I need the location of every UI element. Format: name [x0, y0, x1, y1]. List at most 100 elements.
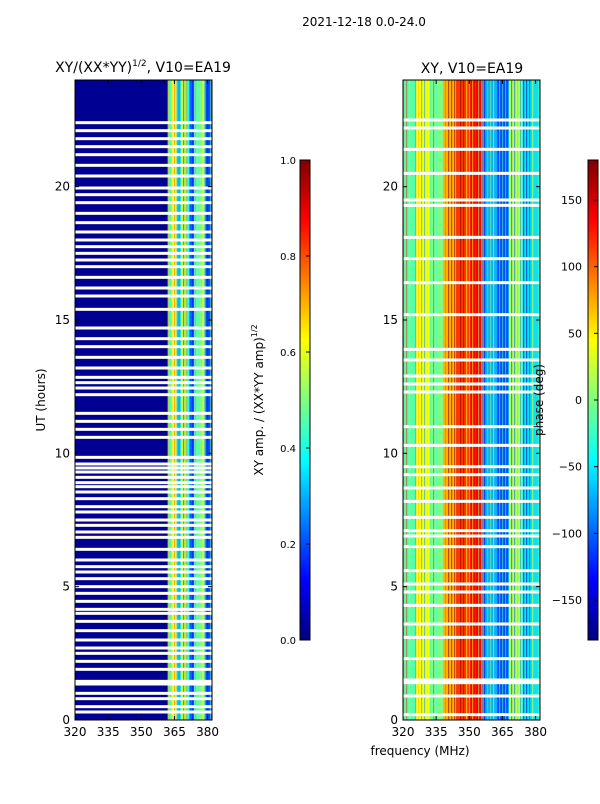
x-tick-label: 365: [163, 725, 186, 739]
texture-streak: [439, 80, 441, 720]
flagged-row: [403, 515, 540, 519]
texture-streak: [526, 80, 528, 720]
phase-axis-ticks: 320 335 350 365 380 0 5 10 15 20: [383, 80, 547, 739]
texture-streak: [111, 80, 113, 720]
phase-colorbar: −150 −100 −50 0 50 100 150 phase (deg): [532, 159, 599, 641]
flagged-row: [403, 203, 540, 207]
flagged-row: [75, 651, 212, 655]
flagged-row: [75, 510, 212, 514]
flagged-row: [75, 547, 212, 551]
y-tick-label: 15: [383, 313, 398, 327]
texture-streak: [412, 80, 414, 720]
texture-streak: [198, 80, 200, 720]
flagged-row: [75, 638, 212, 642]
texture-streak: [403, 80, 405, 720]
band-3: [176, 80, 182, 720]
flagged-row: [75, 485, 212, 489]
flagged-row: [75, 411, 212, 415]
colorbar-tick-label: 0.2: [280, 540, 296, 551]
texture-streak: [532, 80, 534, 720]
flagged-row: [75, 591, 212, 595]
flagged-row: [403, 582, 540, 586]
texture-streak: [490, 80, 492, 720]
texture-streak: [445, 80, 447, 720]
texture-streak: [150, 80, 152, 720]
texture-streak: [165, 80, 167, 720]
band-5: [185, 80, 190, 720]
texture-streak: [448, 80, 450, 720]
band-7: [194, 80, 201, 720]
colorbar-tick-label: 0: [575, 394, 582, 407]
texture-streak: [487, 80, 489, 720]
axes-frame: [74, 79, 213, 721]
flagged-row: [403, 529, 540, 533]
y-tick-label: 0: [62, 713, 70, 727]
flagged-row: [75, 470, 212, 474]
amplitude-colorbar-gradient: [299, 159, 311, 641]
flagged-row: [75, 238, 212, 242]
x-tick-label: 380: [196, 725, 219, 739]
texture-streak: [132, 80, 134, 720]
y-tick-label: 20: [383, 180, 398, 194]
texture-streak: [207, 80, 209, 720]
texture-streak: [469, 80, 471, 720]
flagged-row: [75, 585, 212, 589]
flagged-row: [403, 118, 540, 122]
flagged-row: [75, 481, 212, 485]
texture-streak: [472, 80, 474, 720]
texture-streak: [210, 80, 212, 720]
flagged-row: [403, 713, 540, 717]
flagged-row: [75, 163, 212, 167]
texture-streak: [186, 80, 188, 720]
flagged-row: [75, 337, 212, 341]
flagged-row: [403, 499, 540, 503]
texture-streak: [201, 80, 203, 720]
colorbar-tick-label: 50: [568, 327, 582, 340]
flagged-row: [75, 193, 212, 197]
texture-streak: [204, 80, 206, 720]
flagged-row: [75, 535, 212, 539]
colorbar-tick-label: −50: [559, 461, 582, 474]
flagged-row: [75, 462, 212, 466]
texture-streak: [505, 80, 507, 720]
texture-streak: [189, 80, 191, 720]
x-tick-label: 380: [524, 725, 547, 739]
flagged-row: [403, 635, 540, 639]
colorbar-tick-label: 0.0: [280, 636, 296, 647]
y-tick-label: 10: [383, 446, 398, 460]
texture-streak: [460, 80, 462, 720]
flagged-row: [75, 682, 212, 686]
flagged-row: [75, 251, 212, 255]
flagged-row: [75, 345, 212, 349]
texture-streak: [409, 80, 411, 720]
texture-streak: [475, 80, 477, 720]
flagged-row: [75, 679, 212, 683]
flagged-row: [403, 358, 540, 362]
flagged-row: [75, 381, 212, 385]
x-tick-label: 350: [458, 725, 481, 739]
texture-streak: [117, 80, 119, 720]
flagged-row: [75, 307, 212, 311]
phase-panel: XY, V10=EA19 320 335 350 365 380 0 5 10 15 20: [383, 61, 547, 739]
flagged-row: [75, 186, 212, 190]
flagged-row: [403, 569, 540, 573]
texture-streak: [81, 80, 83, 720]
texture-streak: [75, 80, 77, 720]
y-tick-label: 5: [62, 580, 70, 594]
amplitude-panel: XY/(XX*YY)1/2, V10=EA19 UT (hours) 320 33…: [34, 59, 231, 739]
colorbar-tick-label: 100: [561, 261, 582, 274]
band-9: [205, 80, 212, 720]
flagged-row: [75, 265, 212, 269]
colorbar-tick-label: 150: [561, 194, 582, 207]
flagged-row: [403, 465, 540, 469]
flagged-row: [75, 565, 212, 569]
texture-streak: [168, 80, 170, 720]
texture-streak: [493, 80, 495, 720]
flagged-row: [75, 129, 212, 133]
texture-streak: [159, 80, 161, 720]
flagged-row: [403, 657, 540, 661]
flagged-row: [75, 275, 212, 279]
flagged-row: [75, 326, 212, 330]
texture-streak: [520, 80, 522, 720]
